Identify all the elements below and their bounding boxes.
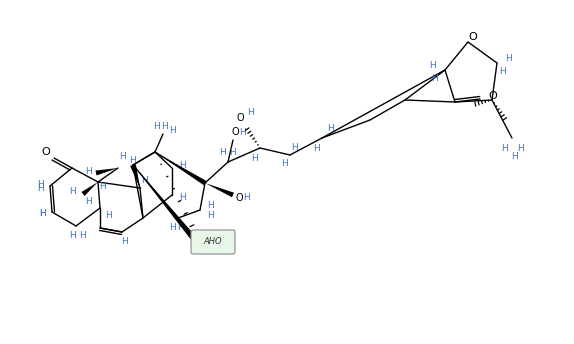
Text: H: H (243, 193, 250, 203)
Text: H: H (84, 166, 91, 175)
FancyBboxPatch shape (191, 230, 235, 254)
Text: H: H (327, 123, 333, 132)
Text: H: H (100, 182, 106, 191)
Text: O: O (488, 91, 498, 101)
Polygon shape (82, 182, 98, 196)
Polygon shape (155, 152, 206, 185)
Text: H: H (79, 232, 86, 240)
Text: H: H (69, 187, 76, 196)
Text: H: H (207, 211, 214, 219)
Text: O: O (42, 147, 51, 157)
Text: H: H (230, 148, 236, 157)
Text: H: H (162, 121, 168, 130)
Text: H: H (429, 61, 436, 69)
Text: H: H (170, 224, 176, 233)
Text: H: H (170, 126, 176, 135)
Text: H: H (220, 148, 226, 157)
Text: H: H (207, 201, 214, 209)
Text: H: H (121, 237, 127, 247)
Text: O: O (231, 127, 239, 137)
Polygon shape (205, 183, 234, 197)
Text: H: H (511, 151, 517, 161)
Text: O: O (468, 32, 478, 42)
Text: H: H (432, 74, 439, 83)
Text: H: H (179, 161, 185, 170)
Text: H: H (130, 155, 137, 164)
Polygon shape (133, 165, 197, 242)
Text: H: H (69, 232, 75, 240)
Text: H: H (177, 224, 183, 233)
Text: H: H (247, 108, 253, 117)
Text: H: H (292, 142, 298, 151)
Text: H: H (239, 128, 246, 137)
Polygon shape (130, 164, 140, 188)
Text: H: H (84, 197, 91, 206)
Text: O: O (235, 193, 243, 203)
Text: H: H (38, 183, 44, 193)
Text: H: H (179, 193, 185, 203)
Polygon shape (95, 168, 118, 175)
Text: H: H (251, 153, 258, 162)
Text: H: H (499, 66, 505, 75)
Text: H: H (142, 175, 148, 184)
Text: AHO: AHO (204, 237, 222, 247)
Text: H: H (517, 143, 523, 152)
Text: H: H (40, 209, 46, 218)
Text: H: H (40, 209, 46, 218)
Text: H: H (104, 212, 111, 221)
Text: H: H (313, 143, 320, 152)
Text: H: H (37, 180, 44, 189)
Text: H: H (501, 143, 507, 152)
Text: H: H (119, 151, 126, 161)
Text: H: H (154, 121, 160, 130)
Text: H: H (506, 54, 513, 63)
Text: H: H (282, 159, 288, 168)
Text: O: O (236, 113, 244, 123)
